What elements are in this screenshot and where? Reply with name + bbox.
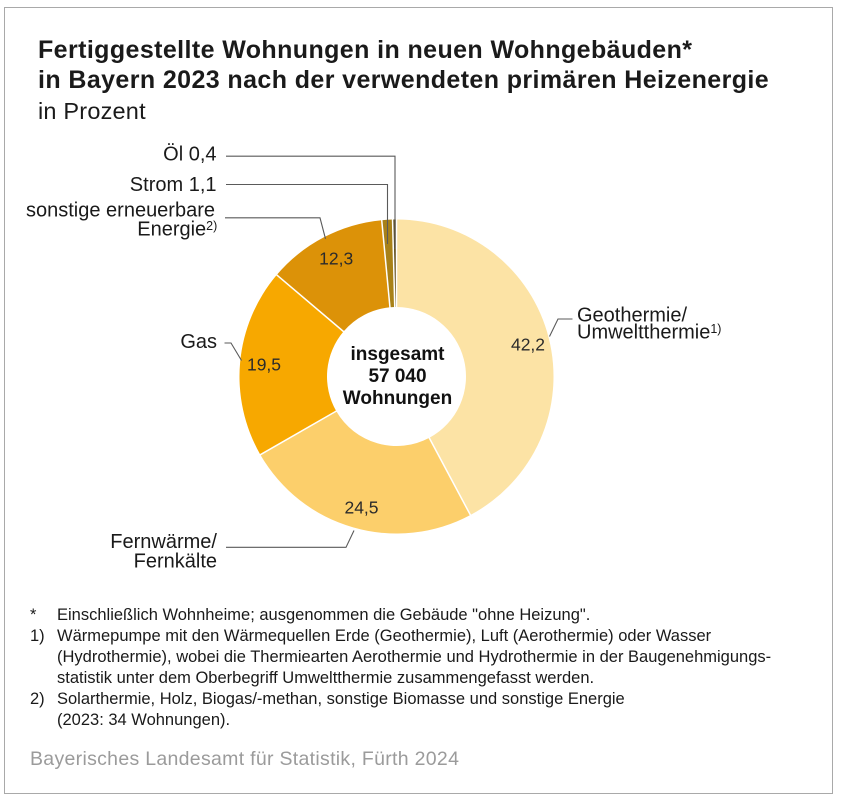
svg-text:57 040: 57 040 (368, 366, 426, 387)
svg-text:Fernkälte: Fernkälte (134, 550, 217, 572)
svg-text:Geothermie/: Geothermie/ (577, 304, 687, 326)
svg-text:Öl 0,4: Öl 0,4 (163, 143, 216, 165)
svg-text:Strom 1,1: Strom 1,1 (130, 174, 217, 196)
svg-text:12,3: 12,3 (319, 248, 353, 268)
svg-text:Wohnungen: Wohnungen (343, 388, 452, 409)
svg-text:Fernwärme/: Fernwärme/ (110, 531, 217, 553)
svg-text:Umweltthermie1): Umweltthermie1) (577, 321, 721, 343)
svg-text:insgesamt: insgesamt (351, 344, 446, 365)
svg-text:Gas: Gas (180, 331, 217, 353)
svg-text:19,5: 19,5 (247, 354, 281, 374)
svg-text:sonstige erneuerbare: sonstige erneuerbare (26, 200, 215, 222)
svg-text:24,5: 24,5 (344, 498, 378, 518)
svg-text:Energie2): Energie2) (137, 219, 217, 241)
svg-text:42,2: 42,2 (511, 334, 545, 354)
